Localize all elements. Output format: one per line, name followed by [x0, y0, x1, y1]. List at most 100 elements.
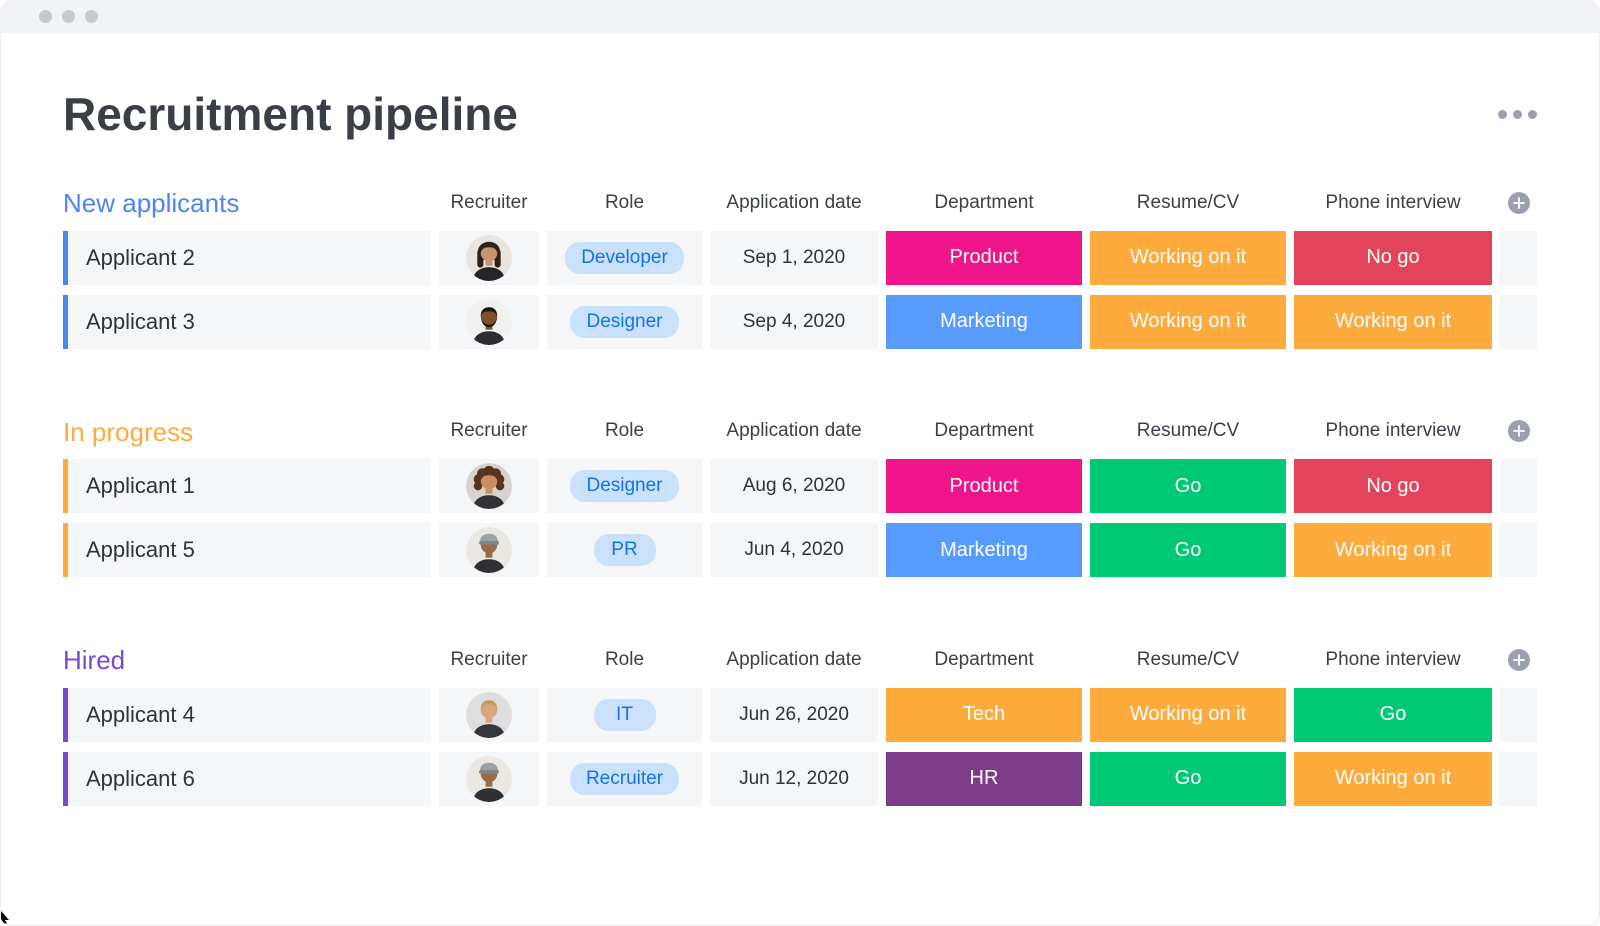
resume-cv-status-cell[interactable]: Working on it — [1090, 687, 1286, 742]
application-date-cell[interactable]: Sep 1, 2020 — [710, 230, 878, 285]
recruiter-avatar — [466, 298, 512, 345]
column-header[interactable]: Role — [604, 420, 645, 442]
recruiter-cell[interactable] — [439, 294, 539, 349]
group-title[interactable]: New applicants — [63, 188, 240, 218]
role-cell[interactable]: PR — [547, 523, 702, 578]
group-section: In progress Recruiter Role Application dat… — [63, 416, 1537, 578]
column-header[interactable]: Recruiter — [450, 191, 528, 213]
resume-cv-status-cell[interactable]: Go — [1090, 459, 1286, 514]
ellipsis-dot-icon — [1498, 109, 1507, 119]
application-date: Jun 12, 2020 — [739, 767, 849, 789]
recruiter-cell[interactable] — [439, 687, 539, 742]
ellipsis-dot-icon — [1513, 109, 1522, 119]
resume-cv-status-cell[interactable]: Working on it — [1090, 230, 1286, 285]
group-section: New applicants Recruiter Role Application … — [63, 189, 1537, 349]
resume-cv-status-cell[interactable]: Go — [1090, 523, 1286, 578]
group-header-row: Hired Recruiter Role Application date Depar… — [63, 646, 1537, 675]
column-header[interactable]: Application date — [726, 191, 862, 213]
role-badge: IT — [593, 698, 656, 731]
column-header[interactable]: Department — [934, 191, 1034, 213]
recruiter-cell[interactable] — [439, 751, 539, 806]
application-date-cell[interactable]: Jun 26, 2020 — [710, 687, 878, 742]
column-header[interactable]: Resume/CV — [1136, 420, 1240, 442]
column-header[interactable]: Role — [604, 191, 645, 213]
resume-cv-status-cell[interactable]: Go — [1090, 751, 1286, 806]
board-menu-button[interactable] — [1498, 104, 1537, 125]
group-rows: Applicant 2 Developer Sep 1, 2020 Produc… — [63, 230, 1537, 349]
application-date-cell[interactable]: Jun 12, 2020 — [710, 751, 878, 806]
window-dot-icon — [39, 10, 52, 23]
column-header[interactable]: Department — [934, 420, 1034, 442]
column-header[interactable]: Resume/CV — [1136, 648, 1240, 670]
column-header[interactable]: Recruiter — [450, 420, 528, 442]
applicant-name: Applicant 1 — [86, 473, 195, 499]
recruiter-cell[interactable] — [439, 230, 539, 285]
applicant-name-cell[interactable]: Applicant 1 — [63, 459, 431, 514]
applicant-name: Applicant 5 — [86, 537, 195, 563]
role-cell[interactable]: Designer — [547, 459, 702, 514]
department-status-cell[interactable]: Product — [886, 230, 1082, 285]
table-row: Applicant 1 Designer Aug 6, 2020 Product… — [63, 459, 1537, 514]
applicant-name-cell[interactable]: Applicant 3 — [63, 294, 431, 349]
empty-trailing-cell — [1500, 687, 1537, 742]
recruiter-cell[interactable] — [439, 459, 539, 514]
column-header[interactable]: Phone interview — [1325, 648, 1461, 670]
column-header[interactable]: Department — [934, 648, 1034, 670]
role-cell[interactable]: IT — [547, 687, 702, 742]
role-badge: Recruiter — [569, 762, 680, 795]
applicant-name: Applicant 4 — [86, 701, 195, 727]
department-status-cell[interactable]: Marketing — [886, 294, 1082, 349]
empty-trailing-cell — [1500, 523, 1537, 578]
department-status-cell[interactable]: Product — [886, 459, 1082, 514]
role-badge: Designer — [570, 470, 679, 503]
empty-trailing-cell — [1500, 751, 1537, 806]
column-header[interactable]: Application date — [726, 420, 862, 442]
column-header[interactable]: Recruiter — [450, 648, 528, 670]
table-row: Applicant 6 Recruiter Jun 12, 2020 HR Go… — [63, 751, 1537, 806]
column-header[interactable]: Resume/CV — [1136, 191, 1240, 213]
ellipsis-dot-icon — [1528, 109, 1537, 119]
application-date-cell[interactable]: Jun 4, 2020 — [710, 523, 878, 578]
phone-interview-status-cell[interactable]: Working on it — [1294, 751, 1492, 806]
group-title[interactable]: In progress — [63, 416, 194, 447]
role-badge: Developer — [565, 241, 684, 274]
window-titlebar — [0, 0, 1600, 33]
column-header[interactable]: Role — [604, 648, 645, 670]
group-title[interactable]: Hired — [63, 645, 126, 676]
board-header: Recruitment pipeline — [63, 85, 1537, 143]
group-rows: Applicant 4 IT Jun 26, 2020 Tech Working… — [63, 687, 1537, 806]
phone-interview-status-cell[interactable]: Working on it — [1294, 294, 1492, 349]
department-status-cell[interactable]: Marketing — [886, 523, 1082, 578]
column-header[interactable]: Phone interview — [1325, 191, 1461, 213]
application-date: Jun 4, 2020 — [744, 539, 844, 561]
add-column-button[interactable] — [1507, 191, 1530, 214]
applicant-name-cell[interactable]: Applicant 5 — [63, 523, 431, 578]
phone-interview-status-cell[interactable]: Working on it — [1294, 523, 1492, 578]
application-date-cell[interactable]: Sep 4, 2020 — [710, 294, 878, 349]
department-status-cell[interactable]: Tech — [886, 687, 1082, 742]
recruiter-avatar — [466, 527, 512, 574]
application-date: Aug 6, 2020 — [742, 475, 846, 497]
column-header[interactable]: Application date — [726, 648, 862, 670]
add-column-button[interactable] — [1507, 648, 1530, 671]
plus-icon — [1512, 196, 1525, 209]
recruiter-cell[interactable] — [439, 523, 539, 578]
role-cell[interactable]: Designer — [547, 294, 702, 349]
group-rows: Applicant 1 Designer Aug 6, 2020 Product… — [63, 459, 1537, 578]
department-status-cell[interactable]: HR — [886, 751, 1082, 806]
applicant-name-cell[interactable]: Applicant 2 — [63, 230, 431, 285]
applicant-name-cell[interactable]: Applicant 6 — [63, 751, 431, 806]
resume-cv-status-cell[interactable]: Working on it — [1090, 294, 1286, 349]
role-cell[interactable]: Recruiter — [547, 751, 702, 806]
application-date-cell[interactable]: Aug 6, 2020 — [710, 459, 878, 514]
table-row: Applicant 2 Developer Sep 1, 2020 Produc… — [63, 230, 1537, 285]
role-badge: PR — [593, 534, 656, 567]
phone-interview-status-cell[interactable]: No go — [1294, 230, 1492, 285]
add-column-button[interactable] — [1507, 420, 1530, 443]
phone-interview-status-cell[interactable]: Go — [1294, 687, 1492, 742]
applicant-name-cell[interactable]: Applicant 4 — [63, 687, 431, 742]
role-cell[interactable]: Developer — [547, 230, 702, 285]
phone-interview-status-cell[interactable]: No go — [1294, 459, 1492, 514]
column-header[interactable]: Phone interview — [1325, 420, 1461, 442]
